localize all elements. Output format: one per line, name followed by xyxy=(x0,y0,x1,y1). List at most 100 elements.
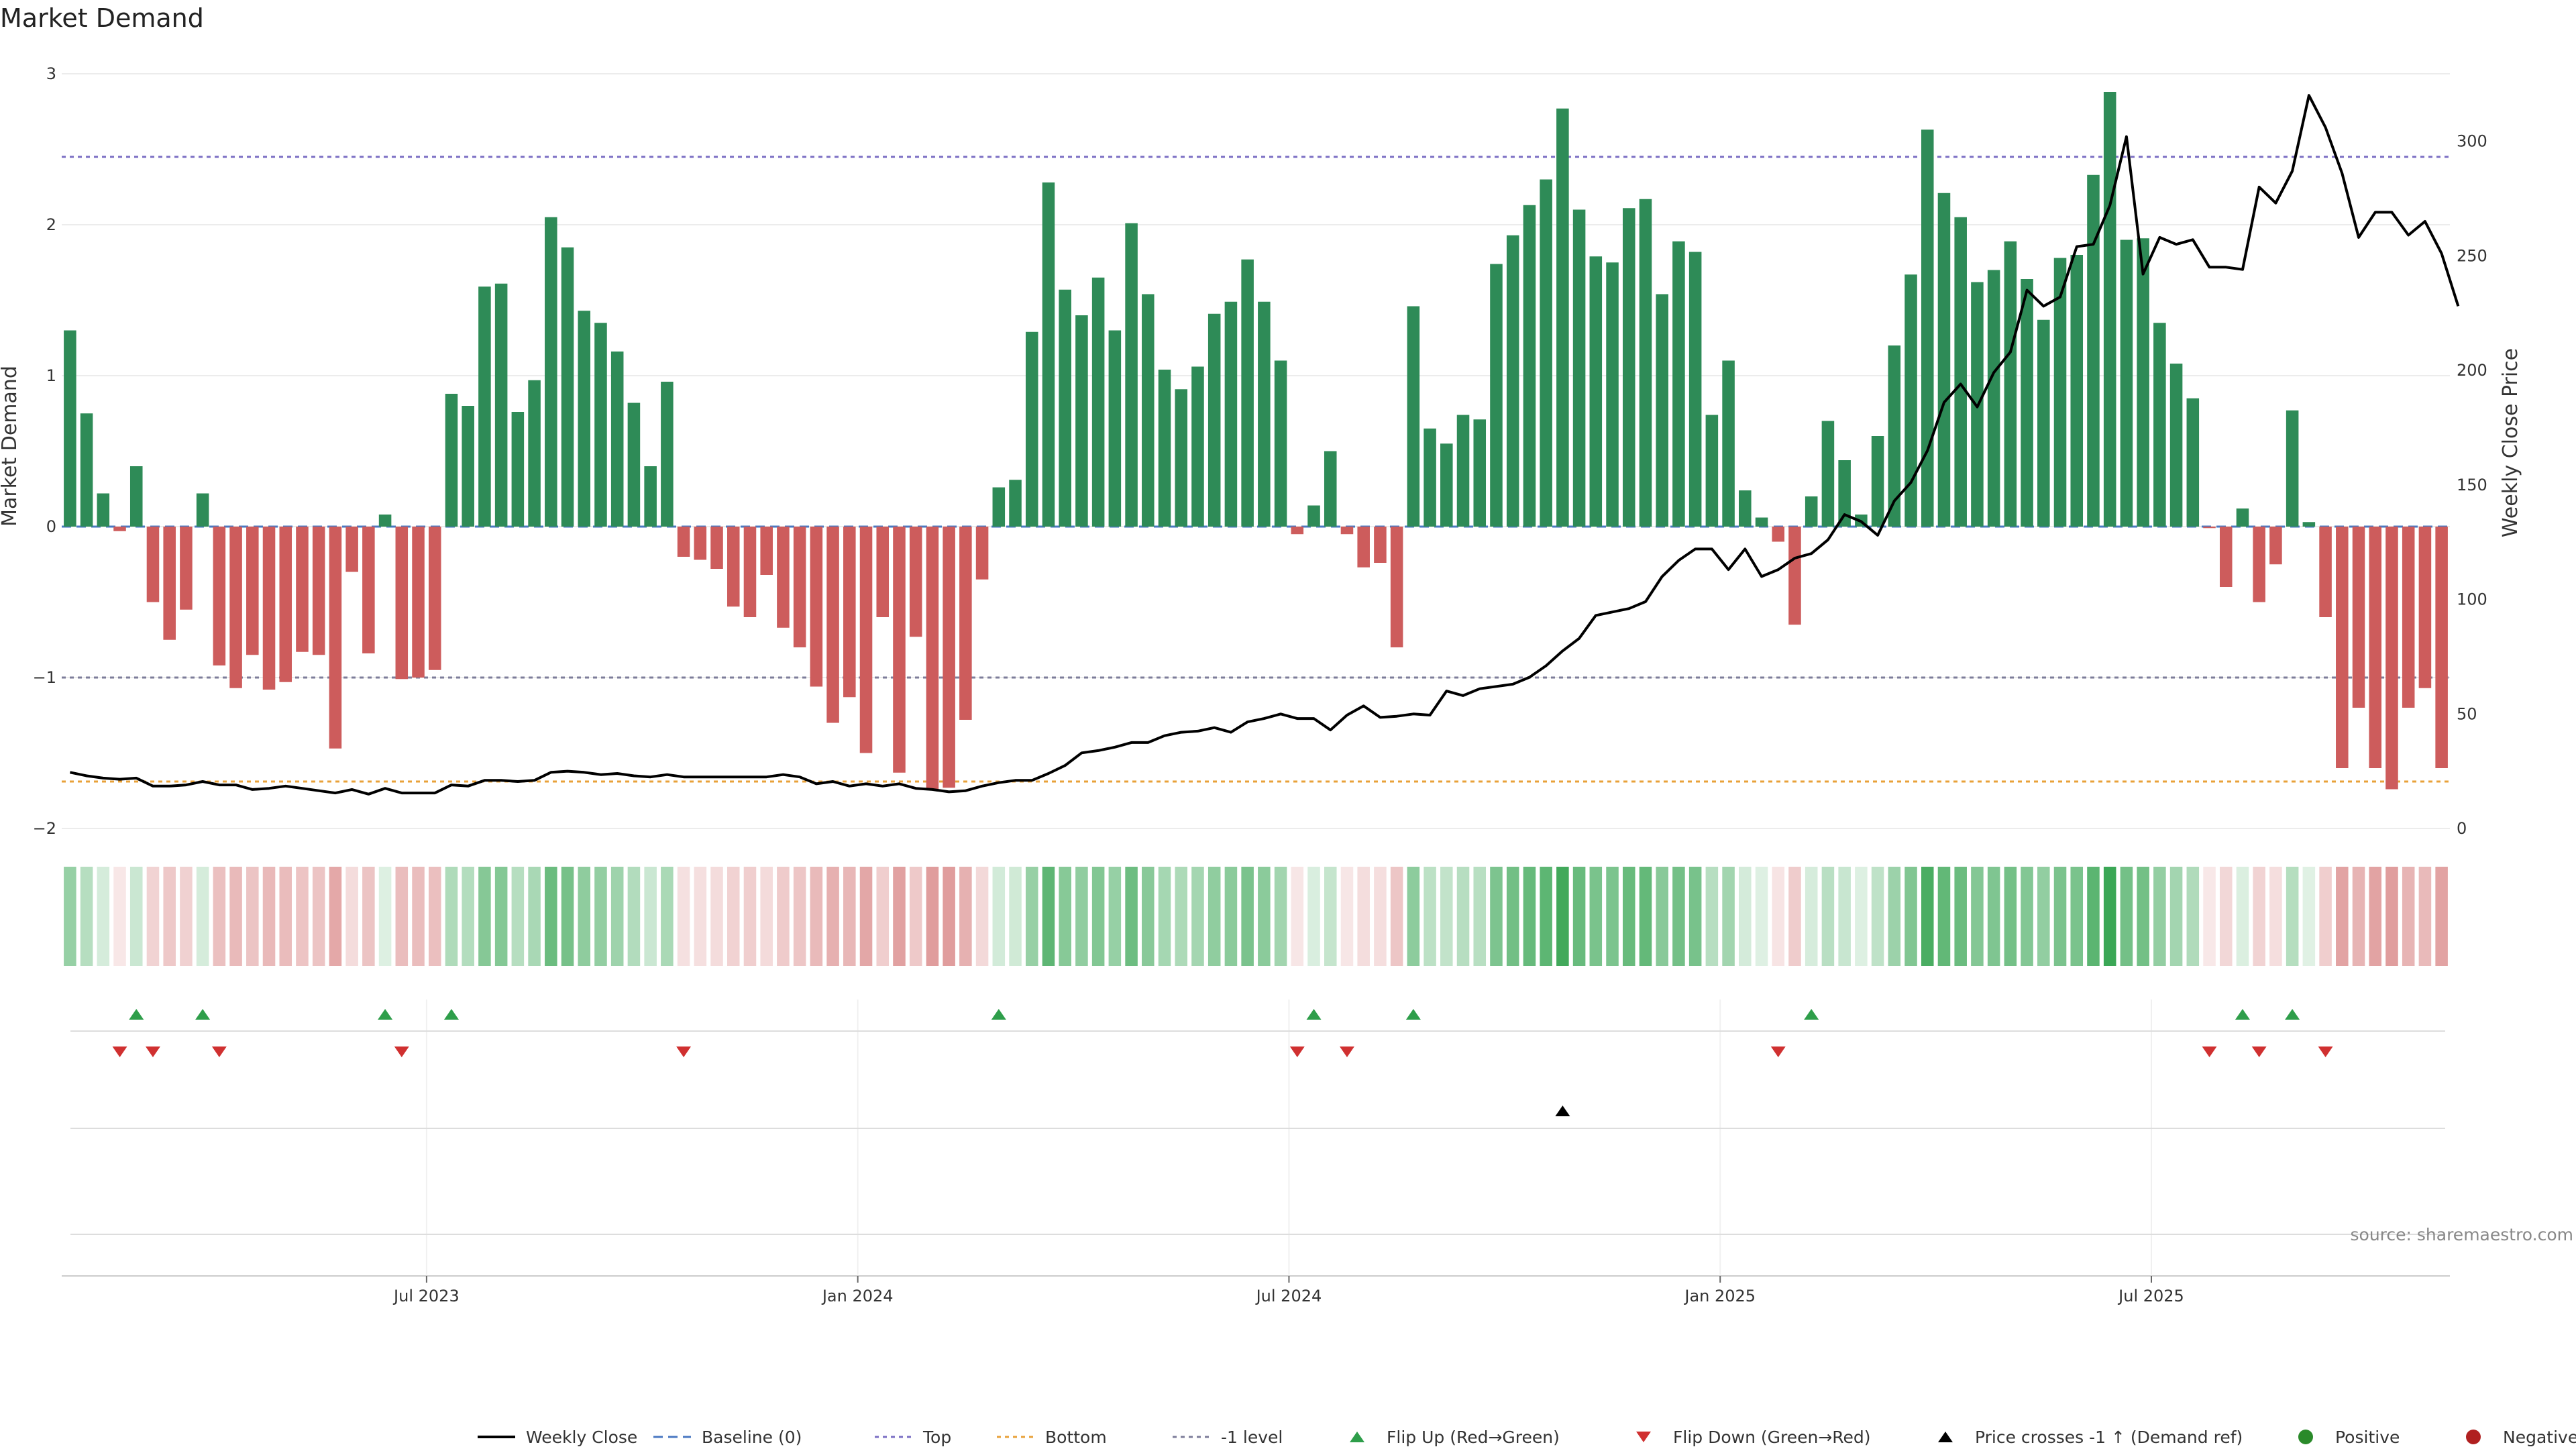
heat-cell xyxy=(2219,867,2233,966)
heat-cell xyxy=(1424,867,1436,966)
demand-bar-positive xyxy=(511,412,525,527)
heat-cell xyxy=(1075,867,1088,966)
demand-bar-negative xyxy=(2336,527,2349,768)
demand-bar-positive xyxy=(1324,451,1337,527)
legend-label: Negative xyxy=(2503,1428,2576,1447)
demand-bar-negative xyxy=(743,527,757,617)
heat-cell xyxy=(1291,867,1304,966)
heat-cell xyxy=(1456,867,1470,966)
legend-label: Top xyxy=(922,1428,951,1447)
demand-bar-positive xyxy=(1888,345,1901,527)
heat-cell xyxy=(1639,867,1652,966)
demand-bar-positive xyxy=(1208,313,1221,527)
heat-cell xyxy=(727,867,740,966)
demand-bar-negative xyxy=(2435,527,2448,768)
demand-bar-negative xyxy=(2418,527,2432,688)
demand-bar-positive xyxy=(1838,460,1851,527)
heat-cell xyxy=(412,867,425,966)
demand-bar-negative xyxy=(2219,527,2233,587)
heat-cell xyxy=(329,867,342,966)
heat-cell xyxy=(1871,867,1884,966)
demand-bar-positive xyxy=(1440,443,1453,527)
right-tick-label: 250 xyxy=(2457,246,2487,265)
heat-cell xyxy=(1572,867,1586,966)
legend-label: Price crosses -1 ↑ (Demand ref) xyxy=(1975,1428,2243,1447)
demand-bar-positive xyxy=(1821,421,1835,527)
heat-cell xyxy=(1921,867,1934,966)
heat-cell xyxy=(2120,867,2133,966)
heat-cell xyxy=(561,867,574,966)
demand-bar-positive xyxy=(1672,241,1685,527)
demand-bar-negative xyxy=(710,527,723,569)
demand-bar-negative xyxy=(893,527,906,773)
demand-bar-positive xyxy=(545,217,557,527)
heat-cell xyxy=(2286,867,2299,966)
source-note: source: sharemaestro.com xyxy=(2351,1225,2574,1244)
legend-swatch xyxy=(1350,1432,1364,1442)
heat-cell xyxy=(246,867,259,966)
heat-cell xyxy=(2385,867,2398,966)
demand-bar-positive xyxy=(992,487,1006,527)
flip-down-marker xyxy=(676,1046,692,1057)
heat-cell xyxy=(2169,867,2183,966)
heat-cell xyxy=(494,867,508,966)
heat-cell xyxy=(163,867,176,966)
chart-title: Market Demand xyxy=(0,3,204,33)
demand-bar-positive xyxy=(1473,419,1487,527)
heat-cell xyxy=(2203,867,2216,966)
heat-cell xyxy=(1274,867,1287,966)
heat-cell xyxy=(1805,867,1818,966)
right-axis-label: Weekly Close Price xyxy=(2499,348,2522,537)
heat-cell xyxy=(677,867,690,966)
right-tick-label: 0 xyxy=(2457,819,2467,838)
demand-bar-negative xyxy=(113,527,126,531)
demand-bar-negative xyxy=(959,527,972,720)
demand-bar-negative xyxy=(677,527,690,557)
heat-cell xyxy=(1142,867,1155,966)
demand-bar-positive xyxy=(1523,205,1536,527)
heat-cell xyxy=(2004,867,2017,966)
flip-up-marker xyxy=(2235,1009,2250,1020)
legend-swatch xyxy=(1636,1432,1651,1442)
demand-bar-positive xyxy=(378,515,392,527)
x-tick-label: Jul 2023 xyxy=(392,1287,460,1305)
legend-item-flip-down: Flip Down (Green→Red) xyxy=(1636,1428,1871,1447)
heat-cell xyxy=(893,867,906,966)
heat-cell xyxy=(1855,867,1868,966)
demand-bar-positive xyxy=(1556,108,1569,527)
demand-bar-positive xyxy=(1871,436,1884,527)
legend-item-negative: Negative xyxy=(2466,1428,2576,1447)
heat-cell xyxy=(610,867,624,966)
demand-bar-negative xyxy=(213,527,226,665)
demand-bar-positive xyxy=(594,323,607,527)
heat-cell xyxy=(1158,867,1171,966)
legend-label: -1 level xyxy=(1221,1428,1283,1447)
demand-bar-negative xyxy=(329,527,342,749)
heat-cell xyxy=(1954,867,1967,966)
demand-bar-negative xyxy=(810,527,823,687)
demand-bar-positive xyxy=(2087,174,2100,527)
flip-down-marker xyxy=(2318,1046,2333,1057)
heat-cell xyxy=(826,867,839,966)
demand-bar-negative xyxy=(2385,527,2398,790)
left-tick-label: −1 xyxy=(33,668,56,687)
demand-bar-positive xyxy=(196,493,209,527)
heat-cell xyxy=(545,867,557,966)
flip-up-marker xyxy=(2285,1009,2300,1020)
demand-bar-negative xyxy=(2203,527,2216,529)
heat-cell xyxy=(1622,867,1635,966)
demand-bar-negative xyxy=(2319,527,2332,617)
heat-cell xyxy=(1589,867,1603,966)
demand-bar-negative xyxy=(694,527,707,560)
x-tick-label: Jan 2025 xyxy=(1683,1287,1756,1305)
heat-cell xyxy=(113,867,126,966)
flip-up-marker xyxy=(443,1009,459,1020)
heat-cell xyxy=(694,867,707,966)
demand-bar-negative xyxy=(943,527,955,788)
demand-bar-negative xyxy=(146,527,160,602)
flip-down-marker xyxy=(211,1046,227,1057)
demand-bar-positive xyxy=(1407,306,1420,527)
demand-bar-positive xyxy=(1424,428,1436,527)
heat-cell xyxy=(1540,867,1552,966)
heat-cell xyxy=(378,867,392,966)
